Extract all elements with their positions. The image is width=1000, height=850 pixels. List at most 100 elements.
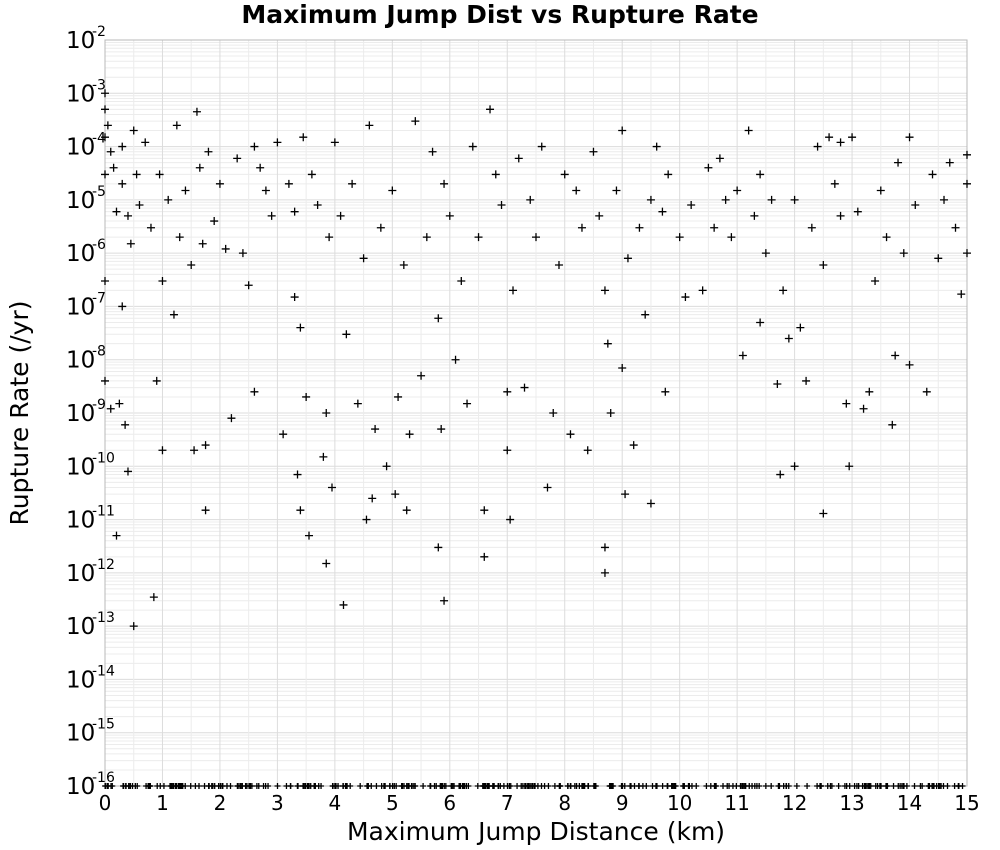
data-point [899,249,908,258]
data-point [738,351,747,360]
x-tick-label: 7 [501,791,514,815]
floor-point [618,783,625,789]
data-point [290,293,299,302]
data-point [204,147,213,156]
floor-point [497,783,504,789]
data-point [560,170,569,179]
floor-point [671,783,678,789]
data-point [198,239,207,248]
y-tick-exponent: -11 [92,504,115,520]
floor-point [300,783,307,789]
y-tick-exponent: -3 [92,77,106,93]
data-point [382,462,391,471]
data-point [681,293,690,302]
data-point [859,404,868,413]
floor-point [126,783,133,789]
floor-point [911,783,918,789]
data-point [279,430,288,439]
floor-point [215,783,222,789]
data-point [417,371,426,380]
data-point [506,515,515,524]
y-tick-label: 10-12 [66,557,115,587]
x-tick-label: 10 [667,791,692,815]
data-point [457,277,466,286]
x-tick-label: 4 [328,791,341,815]
data-point [635,223,644,232]
data-point [888,420,897,429]
floor-point [223,783,230,789]
data-point [123,467,132,476]
data-point [486,105,495,114]
data-point [129,622,138,631]
data-point [526,195,535,204]
data-point [215,179,224,188]
data-point [302,392,311,401]
floor-point [827,783,834,789]
data-point [704,163,713,172]
data-point [928,170,937,179]
data-point [776,470,785,479]
data-point [813,142,822,151]
y-tick-exponent: -12 [92,557,115,573]
data-point [250,387,259,396]
data-point [190,446,199,455]
y-tick-base: 10 [66,28,95,54]
data-point [451,355,460,364]
data-point [210,217,219,226]
data-point [132,170,141,179]
floor-point [104,783,111,789]
data-point [894,158,903,167]
floor-point [451,783,458,789]
data-point [710,223,719,232]
data-point [101,105,109,114]
x-tick-label: 11 [724,791,749,815]
data-point [422,233,431,242]
floor-point [474,783,481,789]
data-point [118,142,127,151]
data-point [256,163,265,172]
floor-point [835,783,842,789]
data-point [319,452,328,461]
data-point [963,150,971,159]
data-point [299,133,308,142]
data-point [744,126,753,135]
x-tick-label: 2 [214,791,227,815]
data-point [327,483,336,492]
data-point [101,133,109,142]
floor-point [208,783,215,789]
floor-point [391,783,398,789]
data-point [790,462,799,471]
floor-point [872,783,879,789]
data-point [629,441,638,450]
data-point [118,179,127,188]
data-point [192,107,201,116]
data-point [284,179,293,188]
data-point [675,233,684,242]
data-point [871,277,880,286]
floor-point [680,783,687,789]
floor-point [427,783,434,789]
y-tick-base: 10 [66,401,95,427]
data-point [733,186,742,195]
data-point [698,286,707,295]
chart-title: Maximum Jump Dist vs Rupture Rate [241,0,758,29]
data-point [957,290,966,299]
floor-point [147,783,154,789]
y-tick-base: 10 [66,348,95,374]
data-point [158,277,167,286]
data-point [106,404,115,413]
data-point [126,239,135,248]
data-point [836,138,845,147]
data-point [612,186,621,195]
data-point [503,387,512,396]
data-point [325,233,334,242]
y-tick-label: 10-9 [66,397,106,427]
data-point [951,223,960,232]
data-point [646,195,655,204]
data-point [882,233,891,242]
data-point [583,446,592,455]
y-tick-label: 10-14 [66,663,115,693]
floor-point [713,783,720,789]
y-tick-base: 10 [66,508,95,534]
x-tick-label: 8 [558,791,571,815]
